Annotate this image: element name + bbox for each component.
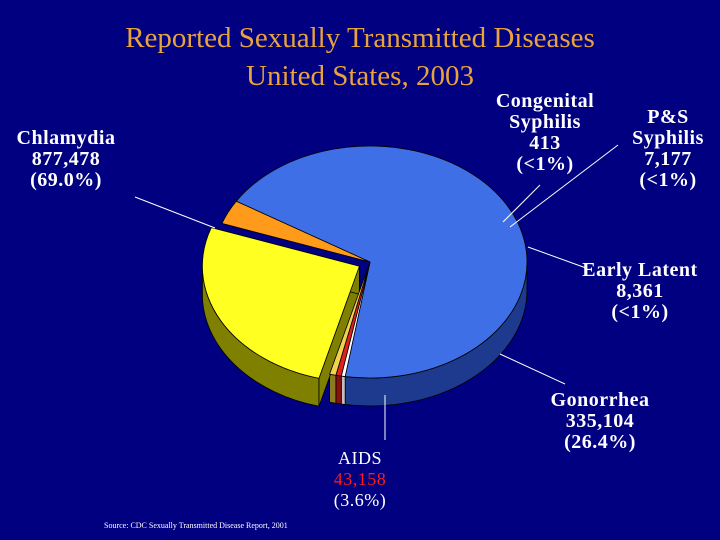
label-chlamydia-percent: (69.0%) xyxy=(30,169,102,191)
label-aids-percent: (3.6%) xyxy=(333,490,387,510)
label-aids-value: 43,158 xyxy=(333,469,387,489)
label-congenital-name-1: Congenital xyxy=(495,90,595,112)
label-gonorrhea: Gonorrhea 335,104 (26.4%) xyxy=(538,390,662,453)
label-ps-name-2: Syphilis xyxy=(632,127,704,149)
leader-gonorrhea xyxy=(499,353,566,385)
label-ps-value: 7,177 xyxy=(644,148,692,170)
label-early-percent: (<1%) xyxy=(611,301,669,323)
pie-slice-gonorrhea xyxy=(201,227,360,379)
source-note: Source: CDC Sexually Transmitted Disease… xyxy=(104,521,288,530)
label-congenital-syphilis: Congenital Syphilis 413 (<1%) xyxy=(482,91,608,175)
label-early-name: Early Latent xyxy=(582,259,698,281)
pie-tops xyxy=(201,145,528,379)
leader-ps xyxy=(509,144,619,228)
label-ps-name-1: P&S xyxy=(647,106,689,128)
label-early-latent: Early Latent 8,361 (<1%) xyxy=(570,260,710,323)
leader-chlamydia xyxy=(134,196,216,229)
pie-side-congenital-syphilis xyxy=(340,375,346,405)
pie-slice-early-latent xyxy=(329,261,371,376)
label-ps-syphilis: P&S Syphilis 7,177 (<1%) xyxy=(618,107,718,191)
leader-congenital xyxy=(502,184,541,223)
pie-side-early-latent xyxy=(329,373,337,404)
leader-lines xyxy=(134,144,619,440)
label-chlamydia-value: 877,478 xyxy=(31,148,101,170)
label-chlamydia: Chlamydia 877,478 (69.0%) xyxy=(2,128,130,191)
label-aids: AIDS 43,158 (3.6%) xyxy=(310,448,410,511)
label-congenital-value: 413 xyxy=(529,132,561,154)
label-ps-percent: (<1%) xyxy=(639,169,697,191)
label-aids-name: AIDS xyxy=(337,448,382,468)
label-gono-name: Gonorrhea xyxy=(550,389,650,411)
label-congenital-name-2: Syphilis xyxy=(509,111,581,133)
chart-title: Reported Sexually Transmitted Diseases xyxy=(125,22,595,54)
label-congenital-percent: (<1%) xyxy=(516,153,574,175)
pie-side-p-s-syphilis xyxy=(335,374,342,405)
pie-slice-chlamydia xyxy=(235,145,528,379)
pie-slice-aids xyxy=(221,200,371,263)
label-gono-percent: (26.4%) xyxy=(564,431,636,453)
label-chlamydia-name: Chlamydia xyxy=(16,127,116,149)
label-early-value: 8,361 xyxy=(616,280,664,302)
label-gono-value: 335,104 xyxy=(565,410,635,432)
leader-early xyxy=(527,246,587,269)
chart-subtitle: United States, 2003 xyxy=(246,60,474,92)
